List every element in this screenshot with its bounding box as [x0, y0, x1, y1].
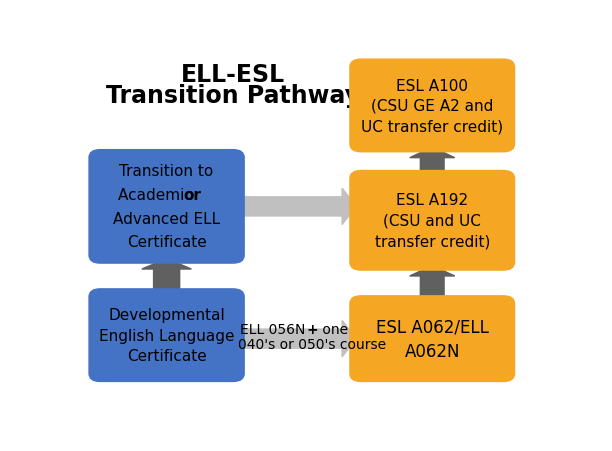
FancyArrow shape	[245, 321, 356, 357]
Text: ELL 056N: ELL 056N	[240, 322, 305, 336]
FancyArrow shape	[238, 189, 356, 225]
Text: Transition to: Transition to	[119, 164, 214, 179]
FancyArrow shape	[142, 259, 192, 294]
Text: ELL-ESL: ELL-ESL	[181, 63, 285, 87]
Text: Developmental
English Language
Certificate: Developmental English Language Certifica…	[99, 308, 234, 363]
Text: Transition Pathway: Transition Pathway	[106, 83, 360, 108]
FancyBboxPatch shape	[88, 289, 245, 382]
Text: one: one	[318, 322, 348, 336]
FancyArrow shape	[409, 148, 455, 175]
Text: ESL A062/ELL
A062N: ESL A062/ELL A062N	[376, 318, 488, 360]
Text: Academic: Academic	[118, 188, 198, 202]
Text: Certificate: Certificate	[127, 235, 206, 250]
FancyBboxPatch shape	[349, 60, 515, 153]
Text: or: or	[184, 188, 201, 202]
Text: Advanced ELL: Advanced ELL	[113, 211, 220, 226]
Text: ESL A100
(CSU GE A2 and
UC transfer credit): ESL A100 (CSU GE A2 and UC transfer cred…	[361, 78, 503, 134]
FancyBboxPatch shape	[88, 150, 245, 264]
FancyArrow shape	[409, 266, 455, 301]
Text: +: +	[307, 322, 318, 336]
Text: 040's or 050's course: 040's or 050's course	[239, 337, 387, 351]
FancyBboxPatch shape	[349, 295, 515, 382]
Text: ESL A192
(CSU and UC
transfer credit): ESL A192 (CSU and UC transfer credit)	[375, 193, 490, 249]
FancyBboxPatch shape	[349, 170, 515, 271]
